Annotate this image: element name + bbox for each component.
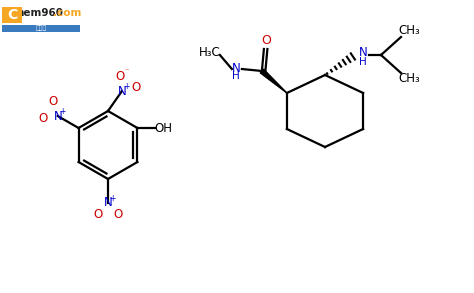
- Text: hem960: hem960: [17, 8, 64, 18]
- Polygon shape: [260, 69, 287, 93]
- Text: N: N: [359, 47, 367, 59]
- Text: +: +: [109, 194, 116, 203]
- Text: 化工网: 化工网: [36, 26, 46, 31]
- Text: N: N: [54, 110, 62, 122]
- Text: O: O: [132, 81, 141, 94]
- Text: O: O: [116, 70, 125, 83]
- Text: H: H: [232, 71, 240, 81]
- FancyBboxPatch shape: [2, 25, 80, 32]
- Text: OH: OH: [155, 122, 173, 134]
- Text: O: O: [94, 208, 103, 221]
- Text: H₃C: H₃C: [199, 45, 221, 59]
- Text: CH₃: CH₃: [398, 72, 420, 86]
- Text: C: C: [7, 8, 17, 22]
- Text: .com: .com: [53, 8, 81, 18]
- Text: +: +: [123, 82, 129, 91]
- Text: CH₃: CH₃: [398, 25, 420, 38]
- Text: ⁻: ⁻: [124, 66, 128, 75]
- Text: N: N: [231, 62, 240, 76]
- FancyBboxPatch shape: [2, 7, 22, 23]
- Text: O: O: [113, 208, 122, 221]
- Text: N: N: [104, 197, 112, 209]
- Text: O: O: [261, 35, 271, 47]
- Text: N: N: [118, 85, 126, 98]
- Text: H: H: [359, 57, 367, 67]
- Text: +: +: [59, 107, 65, 116]
- Text: O: O: [48, 96, 57, 108]
- Text: O: O: [38, 112, 47, 125]
